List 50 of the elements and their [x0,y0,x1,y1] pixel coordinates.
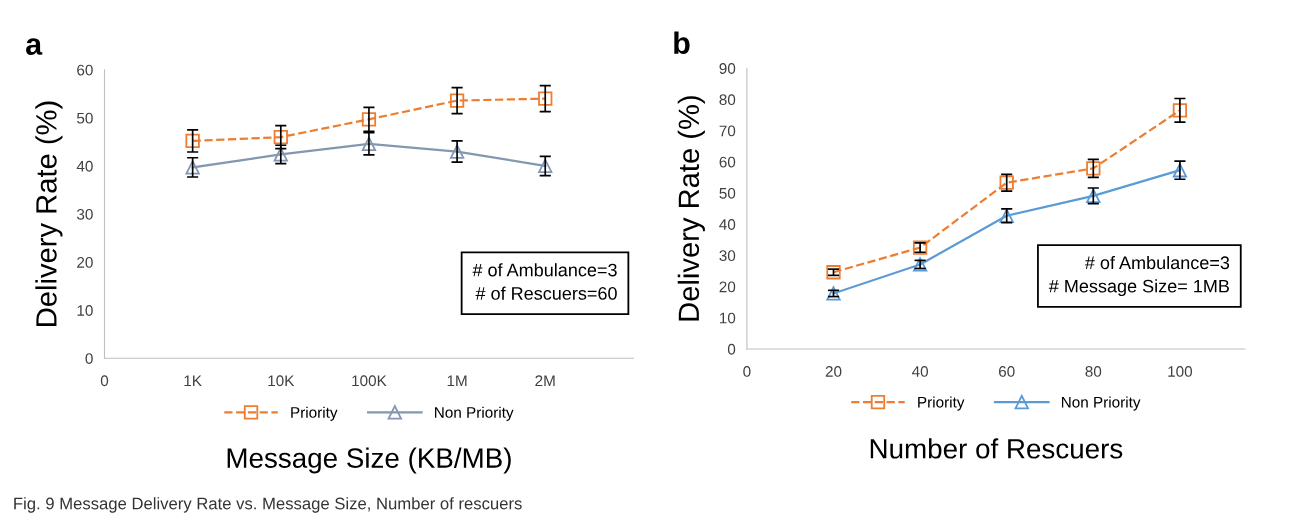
x-tick-label: 10K [268,375,295,387]
y-tick-label: 90 [719,63,736,74]
y-tick-label: 30 [76,208,93,220]
y-tick-label: 20 [77,256,93,268]
annotation: # of Ambulance=3 # Message Size= 1MB [1048,255,1230,297]
x-tick-label: 1M [447,375,467,387]
annotation: # of Ambulance=3 # of Rescuers=60 [472,263,617,300]
point [449,93,465,108]
x-tick-label: 100 [1168,366,1193,377]
y-axis-title: Delivery Rate (%) [677,96,705,321]
y-axis-title: Delivery Rate (%) [35,101,63,326]
y-tick-label: 0 [85,353,93,364]
x-axis-title: Number of Rescuers [870,438,1123,459]
y-tick-label: 40 [719,219,736,230]
text: a [26,38,43,55]
point [185,160,200,175]
point [449,144,465,159]
x-tick-label: 60 [998,366,1015,377]
y-tick-label: 10 [719,312,736,324]
legend-label: Priority [918,396,965,411]
y-tick-label: 20 [719,281,736,293]
x-tick-label: 20 [825,366,842,377]
y-tick-label: 80 [719,94,736,106]
point [185,133,200,149]
x-tick-label: 1K [184,375,202,387]
x-tick-label: 2M [535,375,555,387]
y-tick-label: 60 [77,64,93,76]
x-tick-label: 0 [100,375,109,387]
legend-label: Non Priority [1061,396,1141,411]
y-tick-label: 10 [77,305,93,316]
x-tick-label: 0 [743,366,751,377]
point [361,136,377,151]
point [361,112,377,127]
y-tick-label: 70 [719,125,736,137]
y-tick-label: 30 [719,250,736,262]
x-tick-label: 100K [352,375,387,387]
y-tick-label: 0 [727,343,736,355]
legend-label: Non Priority [435,406,514,421]
caption: Fig. 9 Message Delivery Rate vs. Message Size, Number of rescuers [14,497,522,513]
y-tick-label: 60 [719,156,736,168]
x-tick-label: 40 [911,366,929,377]
y-tick-label: 40 [76,160,93,172]
y-tick-label: 50 [719,187,736,199]
x-tick-label: 80 [1085,366,1102,377]
x-axis-title: Message Size (KB/MB) [227,447,511,474]
legend-label: Priority [291,406,338,421]
text: b [674,31,690,54]
point [1172,103,1188,118]
y-tick-label: 50 [77,112,93,124]
point [538,91,553,106]
